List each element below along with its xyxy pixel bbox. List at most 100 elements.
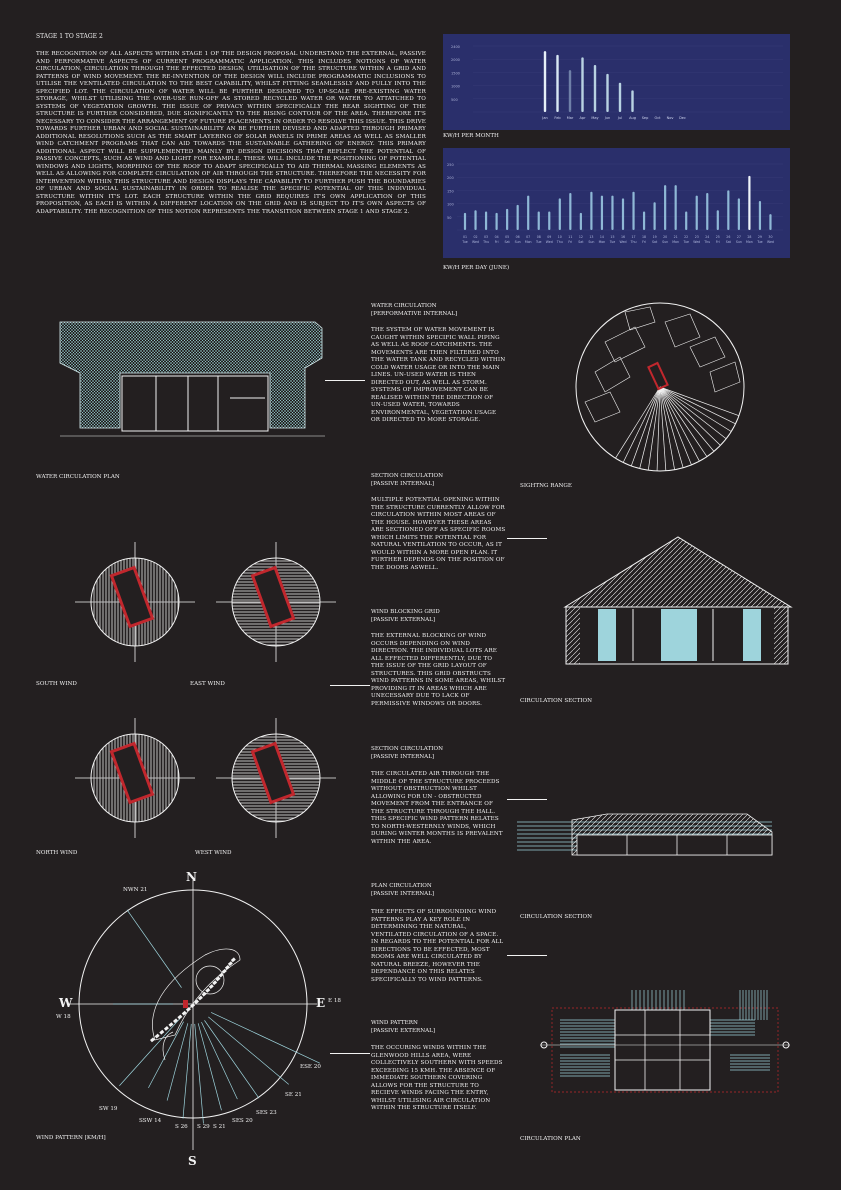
monthly-ytick: 500 [451, 98, 458, 102]
monthly-xtick: Jun [604, 116, 610, 120]
daily-xtick-day: Tue [756, 240, 762, 244]
daily-xtick: 16 [621, 235, 625, 239]
daily-xtick: 07 [526, 235, 530, 239]
daily-bar [506, 208, 509, 230]
monthly-xtick: Mar [567, 116, 574, 120]
wind-ray [204, 1020, 260, 1099]
rose-lot-block [181, 1010, 187, 1016]
rose-lot-block [154, 1033, 160, 1039]
monthly-xtick: Jan [541, 116, 547, 120]
monthly-ytick: 1000 [451, 85, 460, 89]
monthly-bar [618, 82, 622, 112]
circulation-plan-drawing [540, 990, 790, 1093]
daily-bar [600, 195, 604, 230]
rose-ese: ESE 20 [300, 1064, 321, 1070]
water-circulation-plan-drawing [59, 321, 325, 437]
daily-bar [537, 211, 540, 230]
daily-chart-panel: 250 200 150 100 50 01 Tue 02 Wed 03 Thu 04 Fri 05 Sat 0… [443, 148, 790, 258]
plan-sub: [PASSIVE INTERNAL] [371, 891, 435, 897]
rose-lot-block [227, 961, 233, 967]
water-plan-label: WATER CIRCULATION PLAN [36, 474, 120, 480]
sight-ray [659, 386, 727, 439]
daily-xtick-day: Sat [726, 240, 732, 244]
daily-bar [527, 195, 530, 230]
rose-e18: E 18 [328, 998, 341, 1004]
rose-lot-block [150, 1037, 155, 1043]
sight-ray [659, 386, 740, 417]
daily-bar [632, 191, 635, 230]
daily-xtick: 13 [589, 235, 593, 239]
monthly-bar [581, 57, 584, 112]
circulation-section-label-2: CIRCULATION SECTION [520, 914, 592, 920]
daily-xtick: 24 [705, 235, 709, 239]
east-wind-diagram [216, 542, 336, 662]
daily-bar [653, 202, 656, 230]
sight-ray [622, 386, 661, 463]
daily-xtick-day: Thu [630, 240, 637, 244]
section1-heading: SECTION CIRCULATION [371, 473, 443, 479]
daily-xtick: 18 [642, 235, 646, 239]
daily-bar [674, 185, 677, 230]
daily-bar [685, 211, 688, 230]
daily-bar [611, 195, 614, 230]
daily-bar [769, 214, 772, 230]
rose-lot-block [197, 995, 203, 1001]
daily-xtick: 15 [610, 235, 614, 239]
windpattern-body: THE OCCURING WINDS WITHIN THE GLENWOOD H… [371, 1045, 503, 1111]
grid-sub: [PASSIVE EXTERNAL] [371, 617, 436, 623]
wind-ray [208, 1016, 289, 1085]
water-leader-line [325, 380, 365, 381]
daily-xtick-day: Sat [505, 240, 511, 244]
daily-kwh-chart: 2502001501005001Tue02Wed03Thu04Fri05Sat0… [447, 163, 783, 244]
south-wind-diagram [75, 542, 195, 662]
wind-ray [182, 1023, 192, 1119]
grid-leader-line [330, 685, 370, 686]
section1-leader-line [507, 538, 547, 539]
daily-xtick: 12 [579, 235, 583, 239]
daily-xtick-day: Wed [546, 240, 553, 244]
daily-xtick-day: Sun [662, 240, 668, 244]
daily-bar [558, 198, 561, 230]
section1-body: MULTIPLE POTENTIAL OPENING WITHIN THE ST… [371, 497, 506, 571]
daily-xtick: 05 [505, 235, 509, 239]
daily-bar [664, 185, 667, 230]
water-heading: WATER CIRCULATION [371, 303, 437, 309]
daily-bar [579, 212, 582, 230]
daily-xtick: 25 [716, 235, 720, 239]
monthly-chart-title: KW/H PER MONTH [443, 133, 499, 139]
windpattern-leader-line [330, 1053, 370, 1054]
rose-lot-block [190, 1003, 196, 1009]
sighting-label: SIGHTNG RANGE [520, 483, 572, 489]
daily-xtick-day: Wed [472, 240, 479, 244]
sight-ray [659, 386, 736, 425]
daily-xtick: 19 [653, 235, 657, 239]
monthly-xtick: Apr [579, 116, 586, 120]
daily-bar [463, 212, 467, 230]
daily-xtick: 14 [600, 235, 604, 239]
daily-xtick: 27 [737, 235, 741, 239]
rose-lot-block [168, 1022, 174, 1028]
wind-ray [210, 1012, 321, 1064]
monthly-ytick: 2400 [451, 45, 460, 49]
daily-chart-title: KW/H PER DAY (JUNE) [443, 265, 510, 271]
daily-ytick: 200 [447, 176, 454, 180]
windpattern-label: WIND PATTERN [KM/H] [36, 1135, 106, 1141]
east-wind-label: EAST WIND [190, 681, 225, 687]
daily-ytick: 50 [447, 216, 451, 220]
daily-bar [495, 212, 498, 230]
sight-ray [659, 386, 732, 432]
monthly-xtick: Aug [629, 116, 636, 120]
daily-xtick: 04 [495, 235, 499, 239]
south-wind-label: SOUTH WIND [36, 681, 77, 687]
daily-bar [621, 198, 625, 230]
grid-heading: WIND BLOCKING GRID [371, 609, 440, 615]
daily-xtick: 21 [674, 235, 678, 239]
plan-leader-line [507, 955, 547, 956]
sight-ray [659, 386, 684, 468]
daily-xtick-day: Tue [609, 240, 615, 244]
daily-bar [474, 210, 477, 230]
compass-s: S [188, 1154, 197, 1168]
compass-w: W [59, 996, 73, 1010]
rose-lot-block [208, 984, 214, 989]
section2-leader-line [507, 799, 547, 800]
